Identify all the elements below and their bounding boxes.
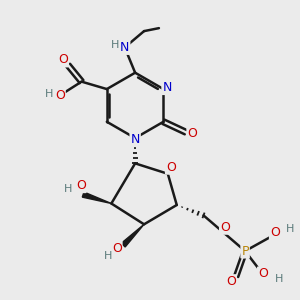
Polygon shape <box>82 192 111 203</box>
Text: N: N <box>120 41 129 54</box>
Text: H: H <box>275 274 284 284</box>
Text: O: O <box>187 127 197 140</box>
Text: H: H <box>111 40 119 50</box>
Text: O: O <box>58 53 68 66</box>
Text: N: N <box>162 81 172 94</box>
Text: H: H <box>103 251 112 261</box>
Text: H: H <box>64 184 73 194</box>
Text: O: O <box>166 161 176 174</box>
Text: O: O <box>226 275 236 288</box>
Text: H: H <box>286 224 295 234</box>
Text: P: P <box>242 244 249 258</box>
Text: O: O <box>55 89 65 102</box>
Text: H: H <box>45 88 53 98</box>
Text: O: O <box>76 179 86 192</box>
Text: N: N <box>130 133 140 146</box>
Text: O: O <box>270 226 280 239</box>
Text: O: O <box>112 242 122 255</box>
Text: O: O <box>258 267 268 280</box>
Polygon shape <box>122 224 144 247</box>
Text: O: O <box>220 221 230 234</box>
